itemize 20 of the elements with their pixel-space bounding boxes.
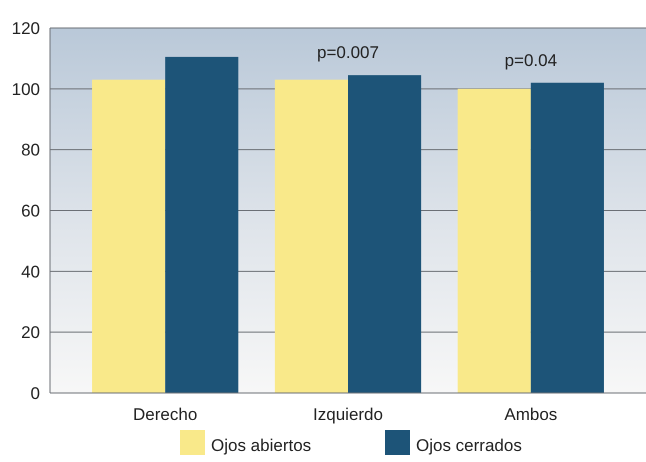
bar [458, 88, 531, 393]
y-tick-label: 60 [21, 201, 40, 220]
legend-label: Ojos cerrados [416, 436, 522, 455]
legend-label: Ojos abiertos [211, 436, 312, 455]
x-tick-label: Derecho [133, 405, 198, 424]
y-tick-label: 40 [21, 262, 40, 282]
bar [165, 56, 238, 393]
annotation: p=0.04 [504, 50, 558, 70]
bar [92, 80, 166, 393]
y-tick-label: 80 [21, 140, 40, 160]
y-tick-label: 20 [21, 323, 40, 342]
bar [348, 75, 422, 393]
x-tick-label: Izquierdo [313, 405, 383, 424]
y-tick-label: 100 [12, 80, 40, 99]
y-tick-label: 0 [30, 384, 40, 403]
x-tick-label: Ambos [504, 405, 558, 424]
annotation: p=0.007 [317, 43, 379, 62]
bar [530, 82, 604, 393]
bar [274, 80, 348, 393]
y-tick-label: 120 [12, 18, 40, 38]
